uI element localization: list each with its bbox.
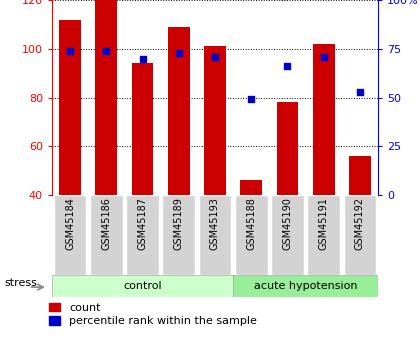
FancyBboxPatch shape	[52, 275, 233, 297]
Text: GSM45188: GSM45188	[246, 197, 256, 250]
Text: stress: stress	[4, 278, 37, 288]
Text: GSM45190: GSM45190	[282, 197, 292, 250]
Bar	[95, 0, 117, 195]
FancyBboxPatch shape	[54, 195, 87, 275]
Point	[67, 48, 74, 53]
Bar	[277, 102, 298, 195]
Point	[248, 97, 255, 102]
Text: GSM45184: GSM45184	[65, 197, 75, 250]
Text: GSM45193: GSM45193	[210, 197, 220, 250]
Text: GSM45187: GSM45187	[138, 197, 147, 250]
Bar	[349, 156, 371, 195]
Bar	[204, 46, 226, 195]
Text: control: control	[123, 281, 162, 291]
FancyBboxPatch shape	[235, 195, 268, 275]
Point	[320, 54, 327, 59]
Text: acute hypotension: acute hypotension	[254, 281, 357, 291]
FancyBboxPatch shape	[126, 195, 159, 275]
Legend: count, percentile rank within the sample: count, percentile rank within the sample	[49, 303, 257, 326]
FancyBboxPatch shape	[271, 195, 304, 275]
FancyBboxPatch shape	[199, 195, 231, 275]
Bar	[240, 180, 262, 195]
Text: GSM45191: GSM45191	[319, 197, 329, 250]
Bar	[132, 63, 153, 195]
Bar	[313, 44, 335, 195]
Point	[103, 48, 110, 53]
FancyBboxPatch shape	[233, 275, 378, 297]
FancyBboxPatch shape	[163, 195, 195, 275]
Point	[284, 63, 291, 69]
Text: GSM45186: GSM45186	[101, 197, 111, 250]
FancyBboxPatch shape	[344, 195, 376, 275]
Text: GSM45192: GSM45192	[355, 197, 365, 250]
Point	[139, 56, 146, 61]
FancyBboxPatch shape	[90, 195, 123, 275]
Point	[212, 54, 218, 59]
Bar	[168, 27, 190, 195]
Bar	[59, 20, 81, 195]
Point	[176, 50, 182, 56]
FancyBboxPatch shape	[307, 195, 340, 275]
Point	[357, 89, 363, 95]
Text: GSM45189: GSM45189	[174, 197, 184, 250]
